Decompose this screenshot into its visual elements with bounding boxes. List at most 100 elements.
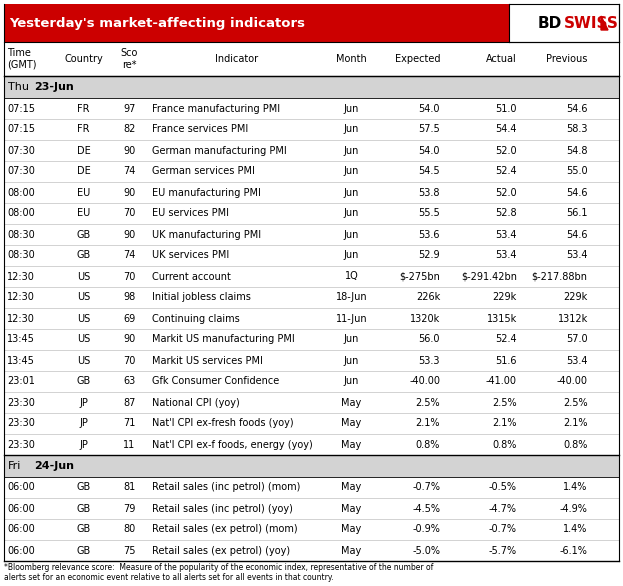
Text: 2.5%: 2.5% xyxy=(492,397,517,407)
Text: US: US xyxy=(77,356,90,366)
Text: 90: 90 xyxy=(123,335,135,345)
Text: -0.7%: -0.7% xyxy=(489,524,517,534)
Text: 2.5%: 2.5% xyxy=(416,397,440,407)
Text: Markit US manufacturing PMI: Markit US manufacturing PMI xyxy=(152,335,295,345)
Text: 53.4: 53.4 xyxy=(495,230,517,240)
Bar xyxy=(4,329,619,350)
Text: 11-Jun: 11-Jun xyxy=(336,314,368,323)
Text: 52.0: 52.0 xyxy=(495,188,517,197)
Text: 52.9: 52.9 xyxy=(419,250,440,261)
Text: DE: DE xyxy=(77,166,90,176)
Text: Retail sales (inc petrol) (yoy): Retail sales (inc petrol) (yoy) xyxy=(152,503,293,513)
Text: Thu: Thu xyxy=(8,82,29,92)
Text: Jun: Jun xyxy=(344,166,359,176)
Text: Country: Country xyxy=(64,54,103,64)
Text: 18-Jun: 18-Jun xyxy=(336,292,368,302)
Text: 51.0: 51.0 xyxy=(495,104,517,114)
Text: 08:00: 08:00 xyxy=(7,188,35,197)
Text: Jun: Jun xyxy=(344,376,359,387)
Text: JP: JP xyxy=(79,440,88,449)
Text: 53.4: 53.4 xyxy=(495,250,517,261)
Text: 53.4: 53.4 xyxy=(566,356,587,366)
Text: 90: 90 xyxy=(123,230,135,240)
Text: 70: 70 xyxy=(123,209,135,219)
Bar xyxy=(4,224,619,245)
Text: FR: FR xyxy=(77,104,90,114)
Text: $-275bn: $-275bn xyxy=(399,271,440,281)
Text: *Bloomberg relevance score:  Measure of the popularity of the economic index, re: *Bloomberg relevance score: Measure of t… xyxy=(4,563,434,582)
Text: 57.5: 57.5 xyxy=(419,124,440,135)
Text: 08:30: 08:30 xyxy=(7,230,35,240)
Bar xyxy=(4,371,619,392)
Text: $-291.42bn: $-291.42bn xyxy=(461,271,517,281)
Text: Actual: Actual xyxy=(486,54,517,64)
Bar xyxy=(4,287,619,308)
Text: JP: JP xyxy=(79,397,88,407)
Text: 1.4%: 1.4% xyxy=(563,482,587,492)
Text: 229k: 229k xyxy=(563,292,587,302)
Text: GB: GB xyxy=(77,482,91,492)
Text: Retail sales (inc petrol) (mom): Retail sales (inc petrol) (mom) xyxy=(152,482,300,492)
Text: 81: 81 xyxy=(123,482,135,492)
Text: 54.0: 54.0 xyxy=(419,145,440,155)
Bar xyxy=(4,519,619,540)
Text: Continuing claims: Continuing claims xyxy=(152,314,240,323)
Text: 07:30: 07:30 xyxy=(7,145,35,155)
Text: 71: 71 xyxy=(123,418,135,428)
Text: FR: FR xyxy=(77,124,90,135)
Text: EU: EU xyxy=(77,209,90,219)
Bar xyxy=(4,266,619,287)
Text: Gfk Consumer Confidence: Gfk Consumer Confidence xyxy=(152,376,279,387)
Text: 54.6: 54.6 xyxy=(566,230,587,240)
Text: Jun: Jun xyxy=(344,188,359,197)
Text: 79: 79 xyxy=(123,503,135,513)
Text: May: May xyxy=(341,418,361,428)
Text: DE: DE xyxy=(77,145,90,155)
Text: 54.4: 54.4 xyxy=(495,124,517,135)
Text: 82: 82 xyxy=(123,124,135,135)
Text: 63: 63 xyxy=(123,376,135,387)
Bar xyxy=(4,392,619,413)
Text: 07:30: 07:30 xyxy=(7,166,35,176)
Text: 06:00: 06:00 xyxy=(7,524,35,534)
Text: 0.8%: 0.8% xyxy=(563,440,587,449)
Text: 226k: 226k xyxy=(416,292,440,302)
Text: May: May xyxy=(341,440,361,449)
Text: 13:45: 13:45 xyxy=(7,335,35,345)
Text: 51.6: 51.6 xyxy=(495,356,517,366)
Text: 53.4: 53.4 xyxy=(566,250,587,261)
Text: France services PMI: France services PMI xyxy=(152,124,249,135)
Text: 54.8: 54.8 xyxy=(566,145,587,155)
Bar xyxy=(4,477,619,498)
Text: 55.5: 55.5 xyxy=(419,209,440,219)
Text: 07:15: 07:15 xyxy=(7,104,35,114)
Bar xyxy=(4,498,619,519)
Bar xyxy=(4,119,619,140)
Bar xyxy=(4,182,619,203)
Bar xyxy=(4,434,619,455)
Text: 58.3: 58.3 xyxy=(566,124,587,135)
Text: Jun: Jun xyxy=(344,209,359,219)
Text: Jun: Jun xyxy=(344,230,359,240)
Text: 53.3: 53.3 xyxy=(419,356,440,366)
Text: 53.6: 53.6 xyxy=(419,230,440,240)
Bar xyxy=(4,245,619,266)
Text: -4.5%: -4.5% xyxy=(412,503,440,513)
Text: -4.7%: -4.7% xyxy=(489,503,517,513)
Text: 55.0: 55.0 xyxy=(566,166,587,176)
Text: 54.6: 54.6 xyxy=(566,188,587,197)
Bar xyxy=(4,203,619,224)
Text: UK services PMI: UK services PMI xyxy=(152,250,229,261)
Text: 52.8: 52.8 xyxy=(495,209,517,219)
Text: Time
(GMT): Time (GMT) xyxy=(7,48,37,70)
Text: 56.0: 56.0 xyxy=(419,335,440,345)
Text: 1315k: 1315k xyxy=(487,314,517,323)
Text: 08:30: 08:30 xyxy=(7,250,35,261)
Text: 74: 74 xyxy=(123,250,135,261)
Text: May: May xyxy=(341,524,361,534)
Text: Nat'l CPI ex-fresh foods (yoy): Nat'l CPI ex-fresh foods (yoy) xyxy=(152,418,294,428)
Text: Indicator: Indicator xyxy=(215,54,259,64)
Text: UK manufacturing PMI: UK manufacturing PMI xyxy=(152,230,261,240)
Text: -5.7%: -5.7% xyxy=(489,546,517,556)
Text: -0.5%: -0.5% xyxy=(489,482,517,492)
